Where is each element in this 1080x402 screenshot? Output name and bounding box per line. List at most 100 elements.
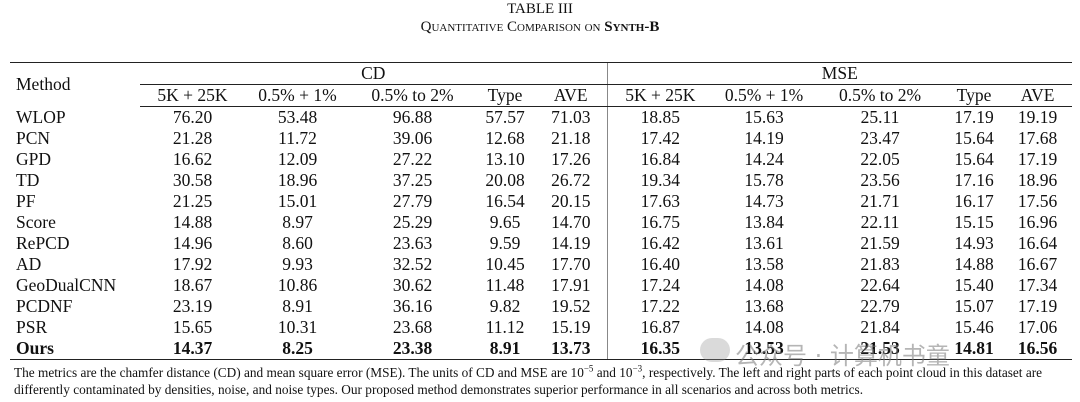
value-cell: 17.34 [1017, 275, 1058, 295]
value-cell: 22.79 [860, 296, 900, 316]
value-cell: 15.63 [744, 107, 784, 127]
value-cell: 17.22 [606, 296, 714, 317]
table-subtitle: Quantitative Comparison on Synth-B [0, 18, 1080, 37]
value-cell: 16.87 [606, 317, 714, 338]
value-cell: 8.25 [245, 338, 350, 360]
value-cell: 22.64 [860, 275, 900, 295]
value-cell: 15.19 [551, 317, 591, 337]
value-cell: 17.06 [1017, 317, 1058, 337]
value-cell: 15.01 [277, 191, 318, 211]
column-header: 5K + 25K [140, 84, 245, 107]
value-cell: 21.83 [860, 254, 900, 274]
subtitle-dataset: Synth-B [604, 19, 660, 35]
value-cell: 21.25 [172, 191, 213, 211]
value-cell: 16.42 [606, 233, 714, 254]
column-header: 0.5% to 2% [815, 84, 946, 107]
value-cell: 21.59 [860, 233, 900, 253]
value-cell: 18.96 [277, 170, 318, 190]
value-cell: 19.19 [1017, 107, 1058, 127]
value-cell: 16.75 [606, 212, 714, 233]
value-cell: 20.08 [485, 170, 525, 190]
value-cell: 15.15 [954, 212, 994, 232]
method-cell: PF [16, 191, 36, 211]
value-cell: 22.11 [860, 212, 900, 232]
table-caption: TABLE III Quantitative Comparison on Syn… [0, 0, 1080, 37]
table-row: GeoDualCNN 18.67 10.86 30.62 11.48 17.91 17.24… [10, 275, 1072, 296]
watermark-icon [700, 338, 730, 362]
method-header: Method [10, 62, 140, 107]
value-cell: 16.64 [1017, 233, 1058, 253]
column-header: AVE [1003, 84, 1073, 107]
value-cell: 37.25 [392, 170, 433, 190]
table-row: Score 14.88 8.97 25.29 9.65 14.70 16.75 13.84 22… [10, 212, 1072, 233]
group-header: CD [140, 62, 608, 85]
value-cell: 13.53 [713, 338, 816, 360]
value-cell: 17.19 [1017, 296, 1058, 316]
value-cell: 15.46 [954, 317, 994, 337]
method-cell: WLOP [16, 106, 66, 127]
value-cell: 25.29 [392, 212, 433, 232]
table-note: The metrics are the chamfer distance (CD… [14, 364, 1069, 398]
value-cell: 30.62 [392, 275, 433, 295]
value-cell: 18.96 [1017, 170, 1058, 190]
value-cell: 15.64 [954, 149, 994, 169]
value-cell: 76.20 [172, 107, 213, 127]
method-cell: PCN [16, 128, 51, 148]
value-cell: 36.16 [392, 296, 433, 316]
value-cell: 17.91 [551, 275, 591, 295]
value-cell: 17.42 [606, 128, 714, 149]
method-cell: Ours [10, 338, 140, 360]
value-cell: 17.63 [606, 191, 714, 212]
method-cell: TD [16, 170, 40, 190]
value-cell: 14.88 [172, 212, 213, 232]
value-cell: 15.40 [954, 275, 994, 295]
results-table: Method CD MSE 5K + 25K 0.5% + 1% 0.5% to 2… [10, 62, 1073, 360]
value-cell: 16.96 [1017, 212, 1058, 232]
value-cell: 14.81 [945, 338, 1004, 360]
value-cell: 15.65 [172, 317, 213, 337]
note-superscript: −5 [583, 363, 594, 374]
value-cell: 26.72 [551, 170, 591, 190]
value-cell: 15.07 [954, 296, 994, 316]
value-cell: 16.17 [954, 191, 994, 211]
value-cell: 8.91 [475, 338, 535, 360]
column-header: 0.5% to 2% [350, 84, 475, 107]
value-cell: 32.52 [392, 254, 433, 274]
value-cell: 12.68 [485, 128, 525, 148]
value-cell: 16.84 [606, 149, 714, 170]
value-cell: 30.58 [172, 170, 213, 190]
table-row: Ours 14.37 8.25 23.38 8.91 13.73 16.35 13.53 21.… [10, 338, 1073, 360]
subtitle-text: Quantitative Comparison on [420, 19, 601, 35]
value-cell: 16.40 [606, 254, 714, 275]
value-cell: 18.85 [606, 106, 714, 128]
value-cell: 23.63 [392, 233, 433, 253]
table-row: PSR 15.65 10.31 23.68 11.12 15.19 16.87 14.08 21… [10, 317, 1072, 338]
table-row: WLOP 76.20 53.48 96.88 57.57 71.03 18.85 15.63 2… [10, 106, 1072, 128]
value-cell: 16.35 [606, 338, 714, 360]
value-cell: 10.45 [485, 254, 525, 274]
column-header: Type [945, 84, 1004, 107]
value-cell: 15.64 [954, 128, 994, 148]
method-cell: RePCD [16, 233, 70, 253]
value-cell: 21.53 [815, 338, 946, 360]
value-cell: 17.24 [606, 275, 714, 296]
value-cell: 14.19 [551, 233, 591, 253]
value-cell: 18.67 [172, 275, 213, 295]
value-cell: 27.79 [392, 191, 433, 211]
value-cell: 23.38 [350, 338, 475, 360]
watermark: 公众号 · 计算机书童 [735, 342, 950, 370]
method-cell: GeoDualCNN [16, 275, 117, 295]
value-cell: 22.05 [860, 149, 900, 169]
column-header: Type [475, 84, 535, 107]
value-cell: 23.47 [860, 128, 900, 148]
value-cell: 21.28 [172, 128, 213, 148]
value-cell: 14.93 [954, 233, 994, 253]
column-header: AVE [535, 84, 608, 107]
value-cell: 13.68 [744, 296, 784, 316]
method-cell: Score [16, 212, 56, 232]
table-row: RePCD 14.96 8.60 23.63 9.59 14.19 16.42 13.61 21… [10, 233, 1072, 254]
value-cell: 17.16 [954, 170, 994, 190]
value-cell: 21.18 [551, 128, 591, 148]
value-cell: 13.58 [744, 254, 784, 274]
value-cell: 14.08 [744, 317, 784, 337]
